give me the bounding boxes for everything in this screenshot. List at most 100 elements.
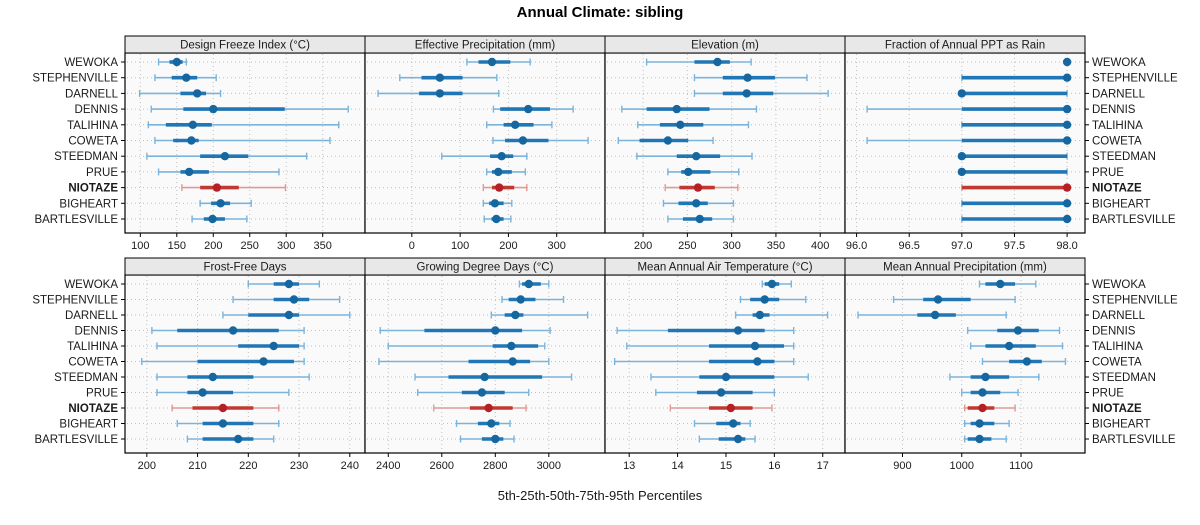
x-tick-label: 98.0 [1056,240,1077,252]
panel-header-label: Mean Annual Precipitation (mm) [883,262,1047,274]
station-label-right: TALIHINA [1092,120,1143,132]
median-dot [733,326,743,335]
median-dot [492,214,501,224]
panel-effective-precipitation-mm-: Effective Precipitation (mm) 0 100 200 300 [364,35,606,252]
series-wewoka [645,57,752,67]
panel-header [844,257,1086,276]
median-dot [957,167,967,177]
series-steedman [636,152,753,161]
series-bigheart [455,419,511,428]
median-dot [477,388,487,397]
x-tick-label: 17 [817,460,829,472]
station-label-right: DARNELL [1092,88,1146,100]
median-dot [692,199,701,208]
median-dot [212,183,222,192]
series-bartlesville [961,214,1072,224]
median-dot [187,136,196,145]
series-dennis [150,104,349,114]
series-talihina [637,120,750,129]
median-dot [524,104,533,114]
median-dot [218,419,228,428]
station-label-left: NIOTAZE [68,403,118,415]
x-tick-label: 300 [277,240,295,252]
station-label-right: STEEDMAN [1092,372,1156,384]
series-bartlesville [698,434,756,444]
series-wewoka [518,279,550,289]
station-label-left: COWETA [68,357,118,369]
median-dot [228,326,238,335]
series-coweta [981,357,1067,366]
series-stephenville [399,73,498,82]
station-label-left: STEEDMAN [54,151,118,163]
series-bigheart [199,199,252,208]
panel-header-label: Mean Annual Air Temperature (°C) [637,262,812,274]
series-coweta [613,357,795,366]
series-bigheart [693,419,751,428]
percentiles-caption: 5th-25th-50th-75th-95th Percentiles [497,488,703,503]
series-dennis [379,326,551,335]
x-tick-label: 220 [239,460,257,472]
station-label-left: WEWOKA [64,57,118,69]
median-dot [172,57,181,67]
median-dot [188,120,198,129]
station-label-right: PRUE [1092,167,1124,179]
series-prue [961,388,1019,397]
series-steedman [156,372,310,382]
station-label-right: WEWOKA [1092,57,1146,69]
median-dot [1022,357,1032,366]
station-label-left: PRUE [86,167,118,179]
panel-header-label: Frost-Free Days [203,262,286,274]
median-dot [284,279,294,289]
median-dot [693,183,703,192]
median-dot [716,388,726,397]
median-dot [930,310,940,320]
series-stephenville [232,295,341,304]
series-steedman [650,372,809,382]
panel-background [125,275,365,453]
median-dot [435,73,445,82]
panel-growing-degree-days-c-: Growing Degree Days (°C) 2400 2600 2800 3000 [364,257,606,472]
median-dot [198,388,207,397]
x-tick-label: 350 [767,240,785,252]
station-label-right: DENNIS [1092,104,1136,116]
x-tick-label: 100 [451,240,469,252]
panel-background [605,53,845,233]
median-dot [284,310,294,320]
median-dot [975,434,984,444]
series-niotaze [664,183,739,192]
station-label-right: STEEDMAN [1092,151,1156,163]
median-dot [996,279,1005,289]
median-dot [1004,341,1014,351]
station-label-right: BIGHEART [1092,419,1151,431]
station-label-left: DARNELL [65,310,119,322]
panel-frost-free-days: Frost-Free Days 200 210 220 230 240 [121,257,366,472]
series-talihina [626,341,795,351]
series-wewoka [1062,57,1072,67]
median-dot [750,341,760,351]
median-dot [524,279,533,289]
median-dot [209,104,218,114]
series-prue [417,388,530,397]
median-dot [1062,73,1072,82]
station-label-left: BARTLESVILLE [34,214,118,226]
panel-mean-annual-precipitation-mm-: Mean Annual Precipitation (mm) 900 1000 110… [844,257,1089,472]
panel-header [844,35,1086,54]
median-dot [1062,199,1072,208]
panel-design-freeze-index-c-: Design Freeze Index (°C) 100 150 200 250 300 3… [121,35,366,252]
median-dot [1062,57,1072,67]
median-dot [692,152,701,161]
series-darnell [138,89,222,98]
series-niotaze [961,183,1072,192]
station-label-left: TALIHINA [67,120,118,132]
series-stephenville [693,73,808,82]
median-dot [1062,104,1072,114]
panel-elevation-m-: Elevation (m) 200 250 300 350 400 [604,35,846,252]
series-talihina [969,341,1064,351]
x-tick-label: 230 [290,460,308,472]
median-dot [184,167,194,177]
panel-header-label: Elevation (m) [691,40,759,52]
series-bigheart [964,419,1010,428]
median-dot [487,419,496,428]
station-label-right: STEPHENVILLE [1092,73,1178,85]
page-title: Annual Climate: sibling [516,4,684,21]
